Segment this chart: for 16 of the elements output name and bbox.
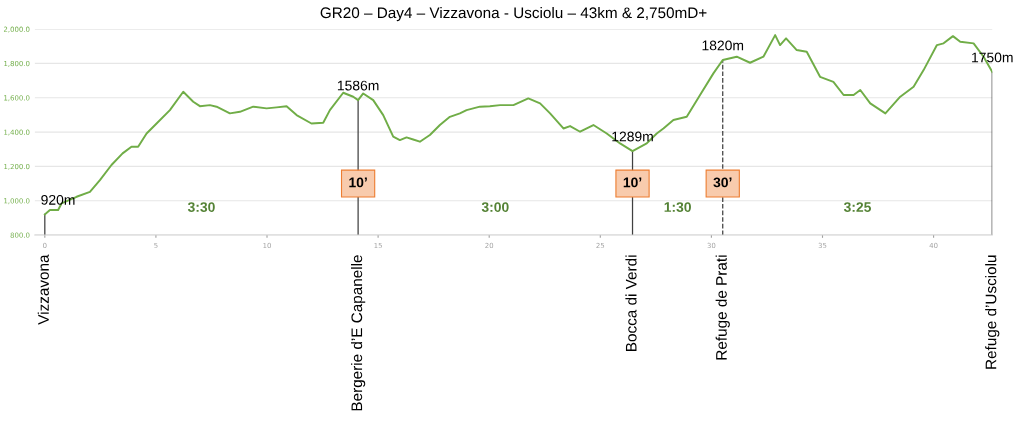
annotation: 10’	[349, 177, 367, 188]
ref-line-label: Refuge d’Usciolu	[985, 255, 1000, 369]
annotation: 1:30	[664, 202, 691, 213]
annotation: 10’	[623, 177, 642, 188]
ref-line-label: Bocca di Verdi	[625, 255, 637, 351]
annotation: 1586m	[337, 80, 379, 91]
chart-title: GR20 – Day4 – Vizzavona - Usciolu – 43km & 2,750mD+	[320, 6, 707, 22]
annotation: 3:25	[843, 202, 872, 213]
annotation: 30’	[713, 177, 732, 188]
annotation: 1820m	[702, 40, 744, 51]
annotation: 1289m	[612, 131, 653, 142]
annotation: 3:00	[481, 202, 509, 213]
annotation: 3:30	[187, 202, 215, 213]
ref-line-label: Refuge de Prati	[715, 255, 730, 360]
ref-line-label: Bergerie d’E Capanelle	[350, 255, 366, 411]
ref-line-label: Vizzavona	[37, 254, 49, 325]
